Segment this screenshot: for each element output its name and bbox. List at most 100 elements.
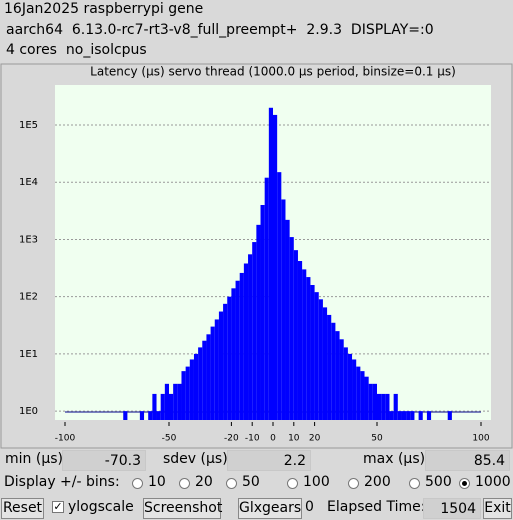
x-tick-label: -20 [224,434,239,444]
bar [302,269,307,420]
chart: Latency (µs) servo thread (1000.0 µs per… [0,63,513,449]
bar [227,296,232,420]
bar [335,331,340,420]
bar [177,383,182,420]
exit-button[interactable]: Exit [483,498,512,519]
bar [123,411,128,420]
bar [264,177,269,420]
checkbox[interactable]: ✓ [52,500,64,513]
bar [327,314,332,420]
bar [260,205,265,420]
bar [235,280,240,420]
label: sdev (µs) [163,451,228,467]
bar [289,237,294,420]
max-field: 85.4 [425,450,510,471]
radio-label[interactable]: 1000 [475,474,511,490]
bar [310,285,315,420]
bar [243,263,249,420]
bar [152,393,157,420]
header-line: aarch64 6.13.0-rc7-rt3-v8_full_preempt+ … [6,22,434,38]
bar [185,366,190,420]
bar [410,411,415,420]
bar [447,411,452,420]
y-tick-label: 1E2 [19,292,38,303]
reset-button[interactable]: Reset [1,498,44,519]
bar [214,319,219,420]
bar [318,299,323,420]
radio-button[interactable] [179,478,190,489]
bar [426,411,432,420]
bar [273,114,278,420]
x-tick-label: 10 [288,434,300,444]
x-tick-label: -50 [162,434,177,444]
bar [198,347,203,420]
bar [347,353,353,420]
x-tick-label: 100 [472,434,489,444]
label: max (µs) [363,451,426,467]
x-tick-label: 0 [270,434,276,444]
header-line: 16Jan2025 raspberrypi gene [4,1,204,17]
chart-title: Latency (µs) servo thread (1000.0 µs per… [90,65,456,79]
checkbox-label[interactable]: ylogscale [68,499,134,515]
bar [164,383,169,420]
bar [277,172,282,420]
bar [206,334,211,420]
bar [322,307,328,420]
bar [239,272,244,420]
header-line: 4 cores no_isolcpus [6,42,147,58]
bar [372,383,377,420]
bar [314,292,319,420]
radio-button[interactable] [409,478,420,489]
bar [169,393,174,420]
radio-button[interactable] [287,478,298,489]
bar [343,347,348,420]
bar [256,224,261,420]
bar [360,371,365,420]
bar [285,219,290,420]
label: Elapsed Time: [327,499,426,515]
radio-label[interactable]: 500 [425,474,452,490]
y-tick-label: 1E3 [19,234,38,245]
bar [181,371,186,420]
y-tick-label: 1E5 [19,120,38,131]
bar [139,411,145,420]
radio-label[interactable]: 50 [242,474,260,490]
bar [293,250,298,420]
bar [418,411,423,420]
bar [252,242,257,420]
bar [193,353,199,420]
radio-button[interactable] [226,478,237,489]
bar [385,393,390,420]
bar [297,261,303,420]
bar [377,393,382,420]
radio-label[interactable]: 100 [303,474,330,490]
bar [173,383,178,420]
bar [223,303,228,420]
bar [306,277,311,420]
glxgears-button[interactable]: Glxgears [238,498,302,519]
bar [248,254,253,420]
x-tick-label: -10 [245,434,260,444]
min-field: -70.3 [62,450,146,471]
radio-button[interactable] [459,478,470,489]
bar [331,322,336,420]
radio-button[interactable] [132,478,143,489]
label: Display +/- bins: [4,474,120,490]
screenshot-button[interactable]: Screenshot [143,498,222,519]
bar [364,376,369,420]
radio-button[interactable] [348,478,359,489]
y-tick-label: 1E4 [19,177,38,188]
bar [393,393,398,420]
bar [160,393,165,420]
bar [189,359,194,420]
bar [406,411,411,420]
radio-label[interactable]: 10 [148,474,166,490]
elapsed-field: 1504 [423,498,481,519]
radio-label[interactable]: 20 [195,474,213,490]
bar [218,311,224,420]
bar [281,199,286,420]
y-tick-label: 1E0 [19,406,38,417]
radio-label[interactable]: 200 [364,474,391,490]
bar [210,326,215,420]
